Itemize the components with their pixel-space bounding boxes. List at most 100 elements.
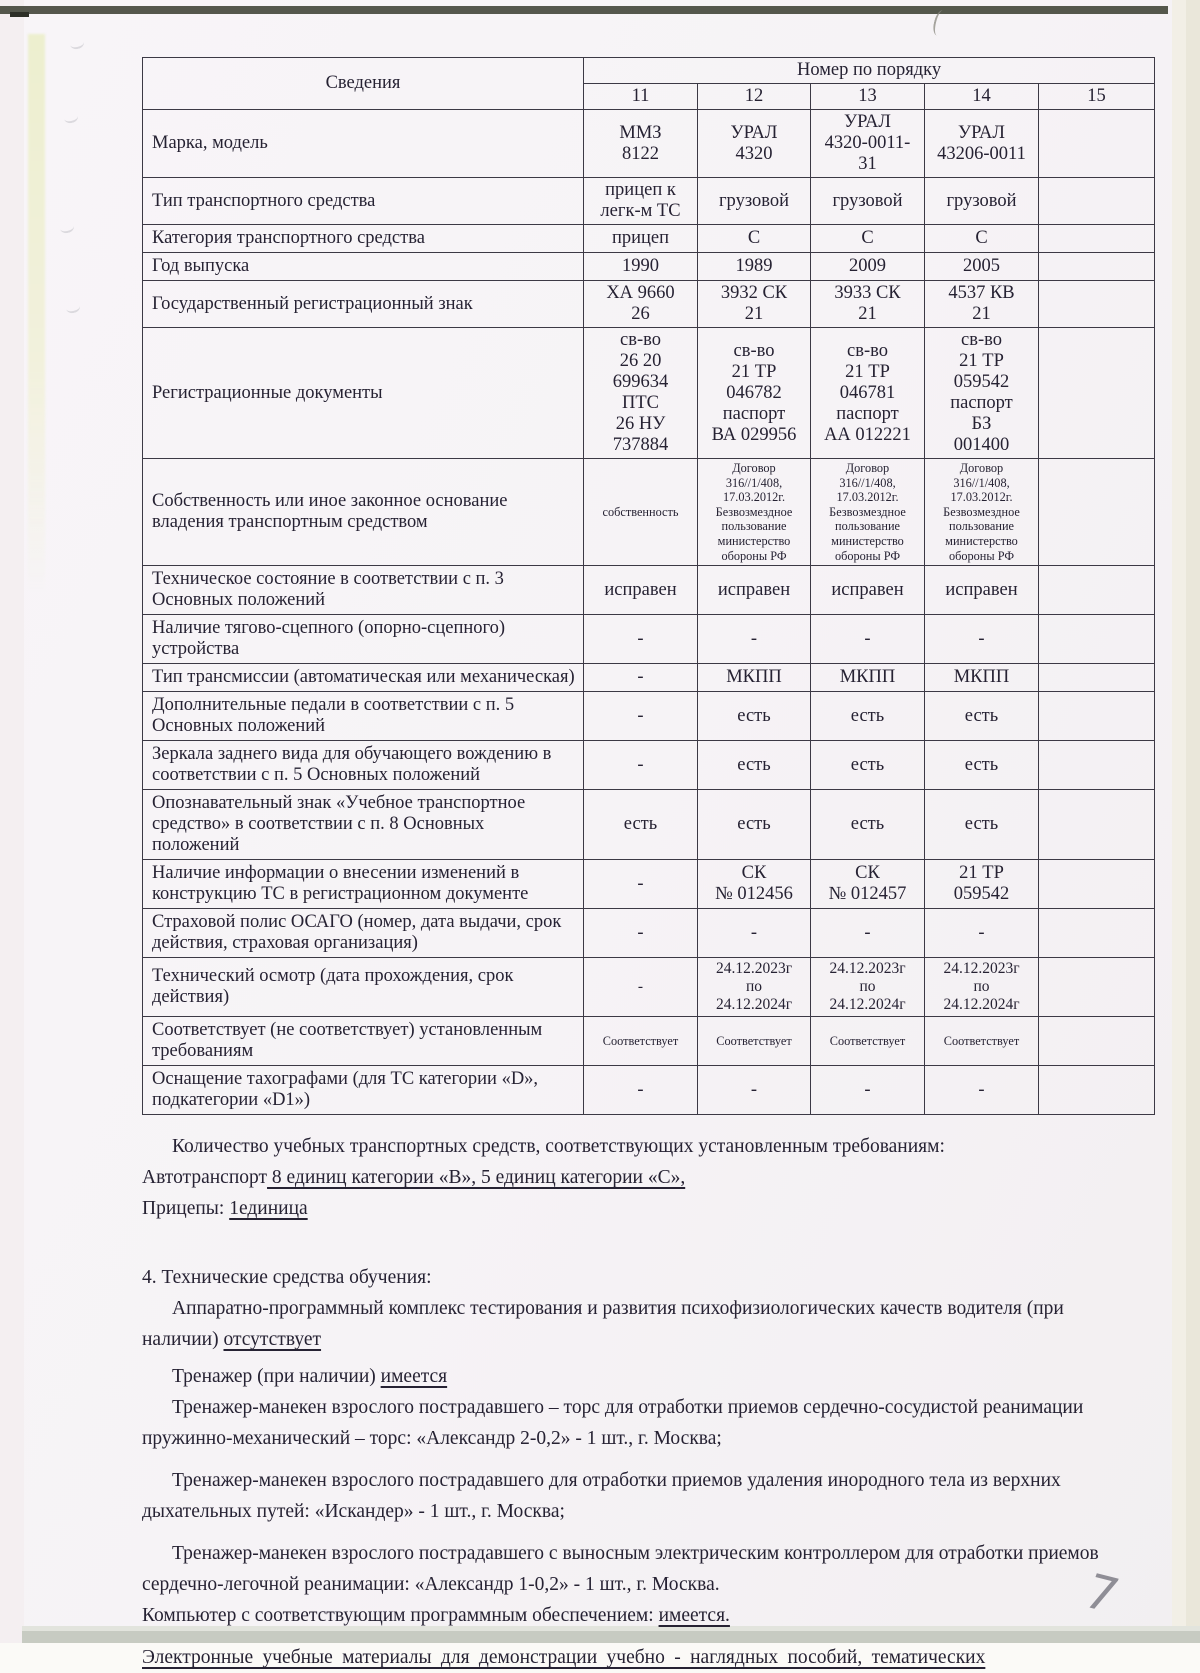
table-cell: грузовой (924, 177, 1039, 225)
trainer-value: имеется (380, 1366, 448, 1388)
summary-trailers-label: Прицепы: (142, 1198, 230, 1220)
apk-paragraph: Аппаратно-программный комплекс тестирова… (142, 1293, 1144, 1355)
row-label: Год выпуска (142, 252, 584, 281)
table-cell (1037, 252, 1156, 281)
table-cell (1037, 859, 1156, 910)
computer-value: имеется. (658, 1605, 730, 1627)
header-nomer-po-poryadku: Номер по порядку (582, 57, 1156, 84)
table-cell: есть (697, 789, 811, 861)
table-cell: собственность (583, 457, 698, 567)
table-cell: 2009 (810, 252, 925, 281)
table-cell: прицеп к легк-м ТС (583, 177, 698, 225)
summary-trailers: Прицепы: 1единица (142, 1193, 1144, 1224)
table-cell: СК № 012457 (810, 859, 925, 910)
row-label: Технический осмотр (дата прохождения, ср… (142, 957, 584, 1018)
table-row: Опознавательный знак «Учебное транспортн… (142, 789, 1156, 861)
table-cell (1037, 327, 1156, 459)
table-cell: 24.12.2023г по 24.12.2024г (924, 957, 1039, 1018)
table-cell: есть (924, 740, 1039, 791)
table-cell: МКПП (697, 663, 811, 693)
table-cell: есть (924, 691, 1039, 742)
table-cell: - (697, 614, 811, 665)
table-cell (1037, 1065, 1156, 1116)
row-label: Соответствует (не соответствует) установ… (142, 1016, 584, 1067)
column-number-14: 14 (924, 83, 1039, 110)
table-cell: есть (697, 691, 811, 742)
table-cell: грузовой (697, 177, 811, 225)
table-cell: 24.12.2023г по 24.12.2024г (697, 957, 811, 1018)
manikin1-paragraph: Тренажер-манекен взрослого пострадавшего… (142, 1397, 1084, 1450)
table-row: Соответствует (не соответствует) установ… (142, 1016, 1156, 1067)
table-cell: св-во 21 ТР 046781 паспорт АА 012221 (810, 327, 925, 459)
table-row: Дополнительные педали в соответствии с п… (142, 691, 1156, 742)
table-cell: - (583, 614, 698, 665)
table-cell: С (924, 224, 1039, 253)
table-cell: С (810, 224, 925, 253)
table-cell (1037, 691, 1156, 742)
table-cell: УРАЛ 4320 (697, 109, 811, 178)
table-cell (1037, 614, 1156, 665)
table-row: Наличие тягово-сцепного (опорно-сцепного… (142, 614, 1156, 665)
row-label: Тип транспортного средства (142, 177, 584, 225)
table-cell: есть (810, 789, 925, 861)
table-cell: есть (810, 740, 925, 791)
table-cell: - (583, 663, 698, 693)
table-cell: - (583, 691, 698, 742)
table-cell (1037, 177, 1156, 225)
row-label: Государственный регистрационный знак (142, 280, 584, 328)
table-cell: МКПП (924, 663, 1039, 693)
table-cell: исправен (697, 565, 811, 616)
table-cell: С (697, 224, 811, 253)
table-cell: ХА 9660 26 (583, 280, 698, 328)
table-cell: исправен (583, 565, 698, 616)
table-cell: Соответствует (810, 1016, 925, 1067)
table-cell: МКПП (810, 663, 925, 693)
table-cell: ММЗ 8122 (583, 109, 698, 178)
table-cell: - (583, 1065, 698, 1116)
row-label: Страховой полис ОСАГО (номер, дата выдач… (142, 908, 584, 959)
table-cell: - (810, 1065, 925, 1116)
table-cell: СК № 012456 (697, 859, 811, 910)
table-cell: есть (583, 789, 698, 861)
table-cell: св-во 21 ТР 059542 паспорт БЗ 001400 (924, 327, 1039, 459)
scan-bottom-strip (22, 1631, 1200, 1643)
apk-text: Аппаратно-программный комплекс тестирова… (142, 1298, 1064, 1351)
row-label: Марка, модель (142, 109, 584, 178)
scan-top-strip (0, 6, 1168, 14)
table-cell: Соответствует (924, 1016, 1039, 1067)
table-cell: - (583, 740, 698, 791)
table-cell: Договор 316//1/408, 17.03.2012г. Безвозм… (924, 457, 1039, 567)
table-cell: есть (697, 740, 811, 791)
table-row: Оснащение тахографами (для ТС категории … (142, 1065, 1156, 1116)
ematerials-line: Электронные учебные материалы для демонс… (142, 1642, 1144, 1673)
header-svedeniya: Сведения (142, 57, 584, 110)
column-number-12: 12 (697, 83, 811, 110)
table-cell: 1989 (697, 252, 811, 281)
column-numbers-row: 11 12 13 14 15 (143, 83, 1156, 110)
table-cell: - (924, 1065, 1039, 1116)
table-cell: УРАЛ 4320-0011- 31 (810, 109, 925, 178)
table-cell: - (697, 1065, 811, 1116)
table-row: Тип трансмиссии (автоматическая или меха… (142, 663, 1156, 693)
manikin3-paragraph: Тренажер-манекен взрослого пострадавшего… (142, 1543, 1099, 1596)
table-cell: 4537 КВ 21 (924, 280, 1039, 328)
table-cell (1037, 280, 1156, 328)
column-number-13: 13 (810, 83, 925, 110)
pencil-squiggle (63, 110, 79, 125)
table-row: Технический осмотр (дата прохождения, ср… (142, 957, 1156, 1018)
table-cell (1037, 740, 1156, 791)
table-cell (1037, 789, 1156, 861)
table-row: Страховой полис ОСАГО (номер, дата выдач… (142, 908, 1156, 959)
table-row: Категория транспортного средства прицеп С С… (142, 224, 1156, 253)
table-cell (1037, 957, 1156, 1018)
table-cell: - (924, 908, 1039, 959)
scan-bottom-strip-light (22, 1626, 1200, 1631)
row-label: Тип трансмиссии (автоматическая или меха… (142, 663, 584, 693)
table-cell: 2005 (924, 252, 1039, 281)
summary-autotransport-value: 8 единиц категории «В», 5 единиц категор… (267, 1167, 686, 1189)
table-cell: есть (924, 789, 1039, 861)
scan-right-edge-inner (1172, 0, 1186, 1643)
scan-left-edge (0, 0, 24, 1643)
table-row: Год выпуска 1990 1989 2009 2005 (142, 252, 1156, 281)
